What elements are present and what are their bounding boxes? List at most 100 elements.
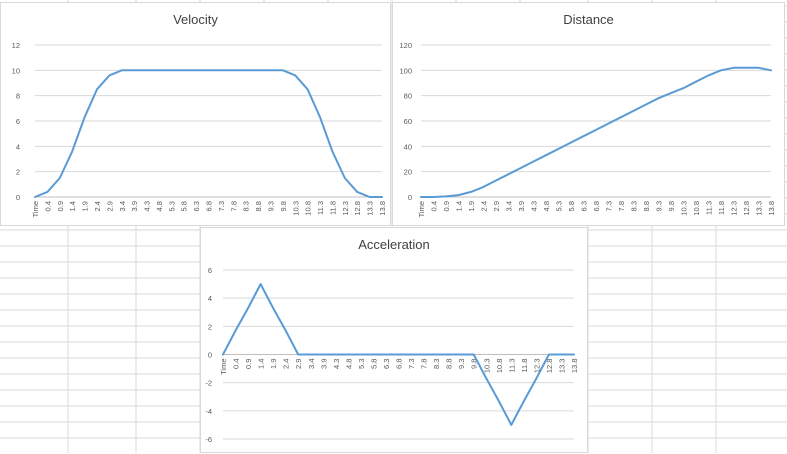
- x-tick-label: 11.3: [507, 359, 516, 373]
- y-tick-label: 0: [16, 193, 20, 202]
- x-tick-label: 7.3: [407, 359, 416, 369]
- x-tick-label: 7.3: [217, 201, 226, 211]
- y-tick-label: 4: [208, 294, 212, 303]
- y-tick-label: 4: [16, 142, 20, 151]
- x-tick-label: Time: [417, 201, 426, 217]
- x-tick-label: 10.3: [680, 201, 689, 216]
- x-tick-label: 5.3: [555, 201, 564, 211]
- x-tick-label: 6.8: [395, 359, 404, 369]
- x-tick-label: 12.3: [532, 359, 541, 374]
- x-tick-label: 1.9: [269, 359, 278, 369]
- y-tick-label: -4: [205, 407, 212, 416]
- x-tick-label: 10.8: [495, 359, 504, 374]
- x-tick-label: 0.4: [43, 201, 52, 211]
- x-tick-label: 6.3: [580, 201, 589, 211]
- x-tick-label: Time: [31, 201, 40, 217]
- x-tick-label: 5.8: [369, 359, 378, 369]
- x-tick-label: 8.8: [445, 359, 454, 369]
- x-tick-label: 4.8: [344, 359, 353, 369]
- x-tick-label: 8.3: [432, 359, 441, 369]
- x-tick-label: 11.8: [328, 201, 337, 215]
- x-tick-label: 13.3: [366, 201, 375, 216]
- acceleration-chart-title: Acceleration: [358, 237, 430, 252]
- y-tick-label: 2: [208, 322, 212, 331]
- x-tick-label: 1.4: [455, 201, 464, 211]
- x-tick-label: 7.8: [420, 359, 429, 369]
- y-tick-label: 120: [399, 41, 412, 50]
- distance-chart[interactable]: Distance 0 20 40 60 80 100 120 Time 0.4 0.9 1.4 1.9…: [392, 2, 785, 226]
- y-tick-label: 0: [408, 193, 412, 202]
- x-tick-label: 13.8: [378, 201, 387, 216]
- y-tick-label: 10: [12, 66, 20, 75]
- x-tick-label: 12.8: [545, 359, 554, 374]
- x-tick-label: 2.9: [492, 201, 501, 211]
- x-tick-label: 3.9: [130, 201, 139, 211]
- y-tick-label: 60: [404, 117, 412, 126]
- x-tick-label: 1.9: [81, 201, 90, 211]
- x-tick-label: 12.8: [353, 201, 362, 216]
- x-tick-label: 11.8: [520, 359, 529, 373]
- x-tick-label: 13.3: [557, 359, 566, 374]
- x-tick-label: 12.8: [742, 201, 751, 216]
- x-tick-label: 9.8: [279, 201, 288, 211]
- y-tick-label: 100: [399, 66, 412, 75]
- x-tick-label: 1.9: [467, 201, 476, 211]
- x-tick-label: 11.3: [316, 201, 325, 215]
- x-tick-label: 2.9: [294, 359, 303, 369]
- x-tick-label: 8.8: [642, 201, 651, 211]
- x-tick-label: 10.8: [304, 201, 313, 216]
- y-tick-label: 20: [404, 168, 412, 177]
- x-tick-label: 11.3: [705, 201, 714, 215]
- x-tick-label: 2.9: [105, 201, 114, 211]
- x-tick-label: 0.4: [232, 359, 241, 369]
- x-tick-label: 2.4: [480, 201, 489, 211]
- x-tick-label: 13.3: [755, 201, 764, 216]
- x-tick-label: 9.3: [266, 201, 275, 211]
- series-line: [222, 283, 575, 426]
- x-tick-label: 5.8: [180, 201, 189, 211]
- x-tick-label: 3.4: [307, 359, 316, 369]
- velocity-plot: 0 2 4 6 8 10 12 Time 0.4 0.9 1.4 1.9 2.4 2.9 3.4 3.9 4.3…: [12, 41, 387, 217]
- x-tick-label: 9.8: [470, 359, 479, 369]
- x-tick-label: 0.9: [244, 359, 253, 369]
- x-tick-label: 4.3: [332, 359, 341, 369]
- x-tick-label: 5.3: [357, 359, 366, 369]
- x-tick-label: Time: [219, 359, 228, 375]
- y-tick-label: -2: [205, 379, 212, 388]
- x-tick-label: 9.3: [655, 201, 664, 211]
- x-tick-label: 4.8: [155, 201, 164, 211]
- x-tick-label: 10.8: [692, 201, 701, 216]
- x-tick-label: 6.8: [592, 201, 601, 211]
- velocity-chart-title: Velocity: [173, 12, 218, 27]
- acceleration-chart[interactable]: Acceleration -6 -4 -2 0 2 4 6 Time 0.4 0.9 1.4 1.9 2…: [200, 227, 588, 453]
- velocity-chart[interactable]: Velocity 0 2 4 6 8 10 12 Time 0.4 0.9 1.4 1.9 2.4 2.9…: [0, 2, 391, 226]
- x-tick-label: 3.9: [319, 359, 328, 369]
- y-tick-label: 2: [16, 168, 20, 177]
- x-tick-label: 8.8: [254, 201, 263, 211]
- x-tick-label: 1.4: [257, 359, 266, 369]
- x-tick-label: 0.9: [442, 201, 451, 211]
- x-tick-label: 6.3: [192, 201, 201, 211]
- distance-plot: 0 20 40 60 80 100 120 Time 0.4 0.9 1.4 1.9 2.4 2.9 3.4…: [399, 41, 776, 217]
- x-tick-label: 2.4: [282, 359, 291, 369]
- x-tick-label: 12.3: [730, 201, 739, 216]
- x-tick-label: 5.8: [567, 201, 576, 211]
- series-line: [34, 69, 383, 198]
- distance-chart-title: Distance: [563, 12, 614, 27]
- y-tick-label: 8: [16, 92, 20, 101]
- y-tick-label: 80: [404, 92, 412, 101]
- y-tick-label: -6: [205, 435, 212, 444]
- x-tick-label: 0.9: [56, 201, 65, 211]
- x-tick-label: 10.3: [482, 359, 491, 374]
- acceleration-plot: -6 -4 -2 0 2 4 6 Time 0.4 0.9 1.4 1.9 2.4 2.9 3.4 3.9 4.…: [205, 266, 579, 444]
- x-tick-label: 1.4: [68, 201, 77, 211]
- x-tick-label: 12.3: [341, 201, 350, 216]
- y-tick-label: 40: [404, 142, 412, 151]
- x-tick-label: 6.8: [205, 201, 214, 211]
- x-tick-label: 7.3: [605, 201, 614, 211]
- x-tick-label: 4.3: [143, 201, 152, 211]
- y-tick-label: 6: [208, 266, 212, 275]
- x-tick-label: 8.3: [242, 201, 251, 211]
- x-tick-label: 3.9: [517, 201, 526, 211]
- x-tick-label: 10.3: [291, 201, 300, 216]
